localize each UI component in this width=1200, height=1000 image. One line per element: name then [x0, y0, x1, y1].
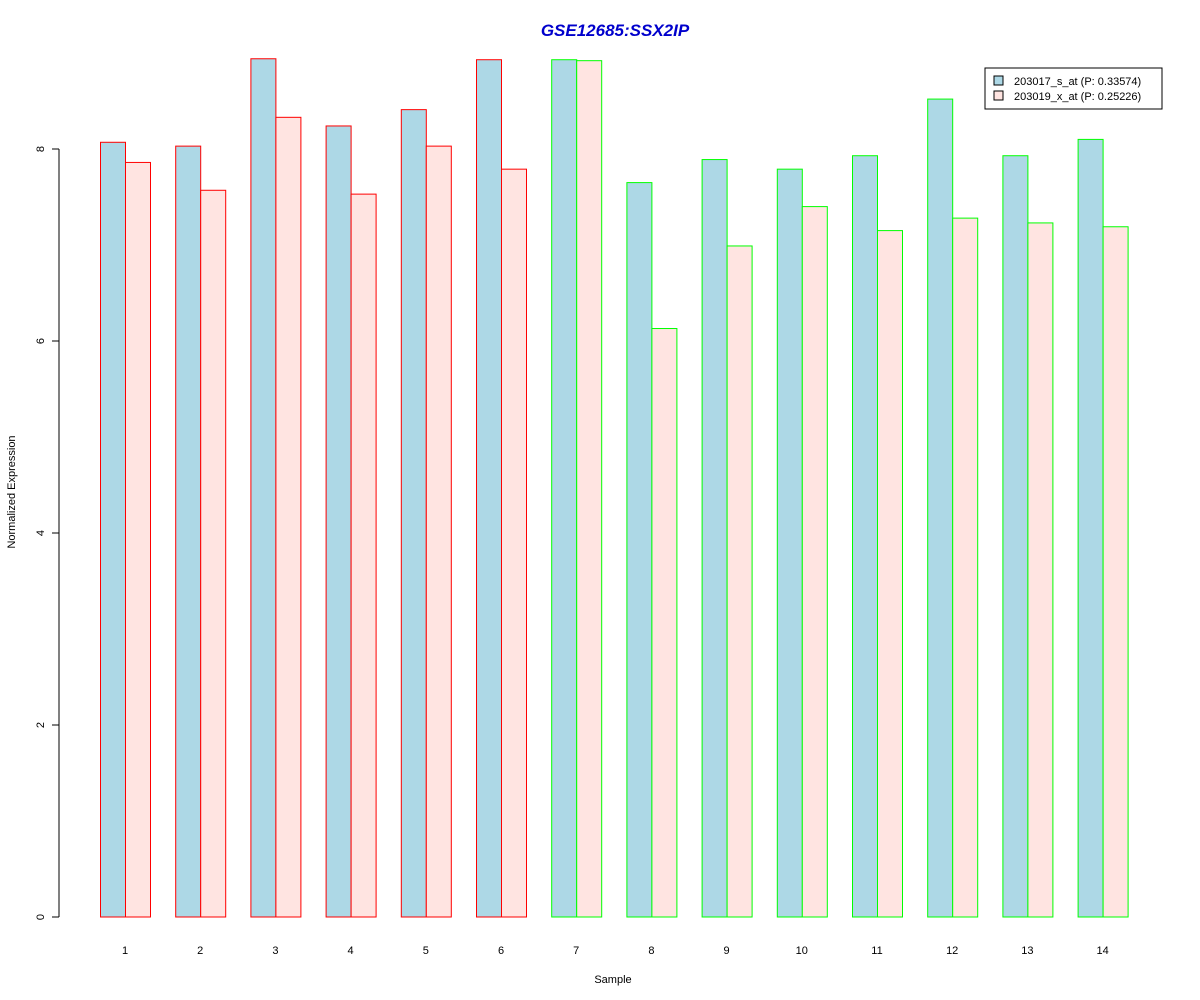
- bar-series1-sample-14: [1077, 138, 1104, 918]
- legend-swatch: [993, 75, 1004, 86]
- x-axis-tick-label: 12: [946, 945, 958, 957]
- chart-title: GSE12685:SSX2IP: [541, 21, 690, 40]
- y-axis-tick-label: 6: [35, 338, 47, 344]
- bar-series2-sample-11: [877, 230, 903, 918]
- bar-series1-sample-7: [551, 59, 578, 918]
- legend: 203017_s_at (P: 0.33574) 203019_x_at (P: …: [984, 67, 1163, 110]
- x-axis-label: Sample: [594, 974, 631, 986]
- bar-series1-sample-3: [250, 58, 277, 918]
- x-axis-tick-label: 14: [1096, 945, 1108, 957]
- bar-series1-sample-9: [701, 159, 728, 918]
- legend-swatch: [993, 90, 1004, 101]
- bar-series1-sample-5: [400, 109, 427, 918]
- bar-series2-sample-3: [275, 116, 302, 918]
- bar-series2-sample-12: [952, 217, 979, 918]
- x-axis-tick-labels: 1 2 3 4 5 6 7 8 9 10 11 12 13 14: [122, 945, 1109, 957]
- bar-series1-sample-4: [325, 125, 352, 918]
- bar-series2-sample-9: [726, 245, 753, 918]
- y-axis-tick-label: 4: [35, 530, 47, 536]
- x-axis-tick-label: 3: [272, 945, 278, 957]
- bar-series2-sample-5: [425, 145, 452, 918]
- x-axis-tick-label: 5: [423, 945, 429, 957]
- bar-series2-sample-4: [350, 193, 377, 918]
- x-axis-tick-label: 13: [1021, 945, 1033, 957]
- x-axis-tick-label: 10: [796, 945, 808, 957]
- x-axis-tick-label: 2: [197, 945, 203, 957]
- x-axis-tick-label: 4: [348, 945, 354, 957]
- bar-series1-sample-11: [852, 155, 878, 918]
- y-axis: 0 2 4 6 8: [35, 146, 60, 920]
- bar-series2-sample-1: [125, 161, 151, 918]
- bar-series1-sample-6: [476, 59, 502, 918]
- bar-series2-sample-6: [501, 168, 527, 918]
- bar-series2-sample-13: [1027, 222, 1054, 918]
- bar-series1-sample-8: [626, 182, 653, 918]
- x-axis-tick-label: 9: [724, 945, 730, 957]
- x-axis-tick-label: 8: [648, 945, 654, 957]
- bar-series1-sample-13: [1002, 155, 1029, 918]
- bar-series2-sample-8: [651, 328, 678, 918]
- bar-series2-sample-14: [1102, 226, 1129, 918]
- bar-series1-sample-10: [776, 168, 803, 918]
- y-axis-label: Normalized Expression: [6, 435, 18, 548]
- bars-group: [100, 58, 1129, 918]
- x-axis-tick-label: 6: [498, 945, 504, 957]
- bar-series1-sample-2: [175, 145, 202, 918]
- bar-series2-sample-10: [801, 206, 828, 918]
- y-axis-tick-label: 2: [35, 722, 47, 728]
- x-axis-tick-label: 7: [573, 945, 579, 957]
- bar-series2-sample-7: [576, 60, 603, 918]
- bar-series2-sample-2: [200, 189, 227, 918]
- bar-series1-sample-1: [100, 141, 126, 918]
- y-axis-tick-label: 8: [35, 146, 47, 152]
- legend-label: 203017_s_at (P: 0.33574): [1014, 76, 1141, 88]
- bar-series1-sample-12: [927, 98, 954, 918]
- y-axis-tick-label: 0: [35, 914, 47, 920]
- x-axis-tick-label: 11: [871, 945, 882, 957]
- legend-label: 203019_x_at (P: 0.25226): [1014, 91, 1141, 103]
- legend-box: [984, 67, 1163, 110]
- x-axis-tick-label: 1: [122, 945, 128, 957]
